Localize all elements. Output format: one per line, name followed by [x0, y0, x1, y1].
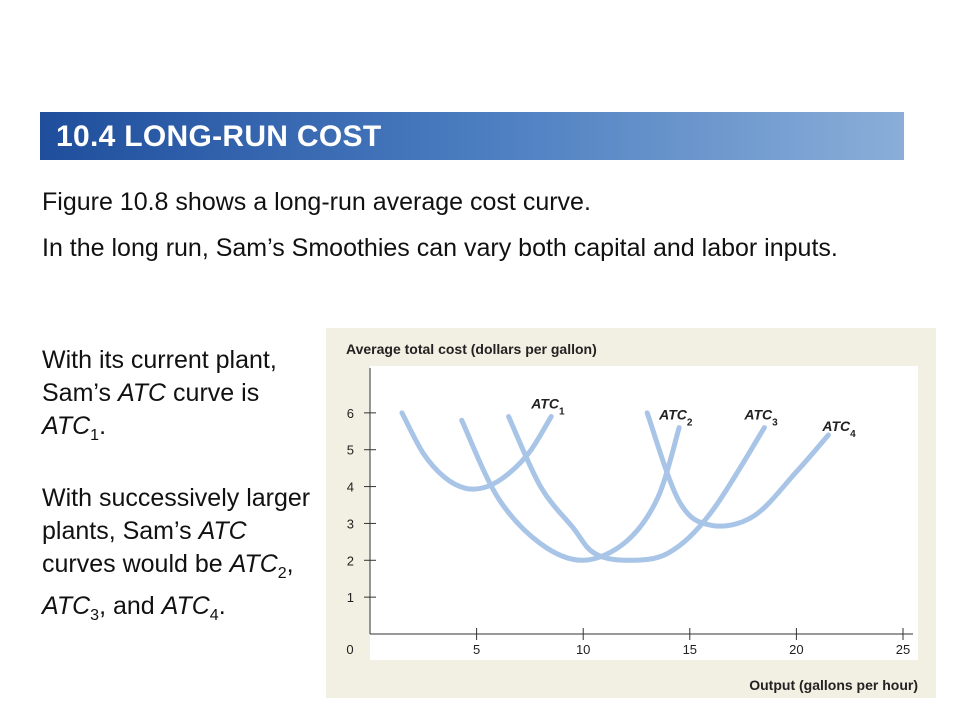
side-text-1-part: . — [99, 412, 107, 440]
atc-label-3: ATC3 — [743, 407, 778, 429]
atc-curve-1 — [399, 410, 554, 492]
x-tick-label: 0 — [346, 642, 353, 657]
side-text-2: With successively larger plants, Sam’s A… — [42, 482, 312, 632]
slide-title: 10.4 LONG-RUN COST — [56, 120, 382, 153]
paragraph-1: Figure 10.8 shows a long-run average cos… — [42, 188, 591, 216]
x-tick-label: 5 — [473, 642, 480, 657]
side-text-2-part: , — [286, 550, 294, 578]
side-text-2-sub: 4 — [209, 607, 219, 624]
side-text-1-part: With its current plant, Sam’s — [42, 346, 277, 407]
side-text-2-italic: ATC — [42, 592, 91, 620]
y-tick-label: 4 — [347, 480, 354, 495]
side-text-1: With its current plant, Sam’s ATC curve … — [42, 344, 312, 452]
atc-chart: Average total cost (dollars per gallon) … — [346, 341, 918, 693]
y-tick-label: 1 — [347, 590, 354, 605]
y-tick-label: 2 — [347, 553, 354, 568]
x-tick-label: 15 — [683, 642, 697, 657]
y-axis-label: Average total cost (dollars per gallon) — [346, 341, 597, 357]
side-text-2-part: With successively larger plants, Sam’s — [42, 484, 311, 545]
side-text-1-part: curve is — [166, 379, 260, 407]
x-tick-label: 10 — [576, 642, 590, 657]
side-text-2-italic: ATC — [229, 550, 278, 578]
axes: 1 2 3 4 5 6 0 5 10 15 20 25 — [346, 368, 913, 657]
title-bar: 10.4 LONG-RUN COST — [40, 112, 904, 160]
y-tick-label: 5 — [347, 443, 354, 458]
side-text-2-part: curves would be — [42, 550, 230, 578]
side-text-2-sub: 3 — [90, 607, 100, 624]
side-text-2-italic: ATC — [198, 517, 247, 545]
atc-curve-3 — [506, 414, 767, 563]
side-text-1-italic: ATC — [42, 412, 91, 440]
curves — [399, 410, 831, 563]
side-text-1-italic: ATC — [117, 379, 167, 407]
x-axis-label: Output (gallons per hour) — [749, 677, 918, 693]
chart-panel: Average total cost (dollars per gallon) … — [326, 328, 936, 698]
y-tick-label: 3 — [347, 516, 354, 531]
atc-curve-4 — [644, 410, 831, 529]
side-text-1-sub: 1 — [90, 427, 100, 444]
atc-curve-2 — [459, 417, 682, 563]
plot-area — [370, 366, 918, 660]
curve-labels: ATC1 ATC2 ATC3 ATC4 — [530, 396, 856, 440]
x-tick-label: 20 — [789, 642, 803, 657]
side-text-2-part: . — [218, 592, 226, 620]
side-text-2-italic: ATC — [161, 592, 210, 620]
x-tick-label: 25 — [896, 642, 910, 657]
side-text-2-sub: 2 — [277, 565, 287, 582]
atc-label-1: ATC1 — [530, 396, 565, 418]
side-text-2-part: , and — [99, 592, 162, 620]
atc-label-2: ATC2 — [658, 407, 693, 429]
y-tick-label: 6 — [347, 406, 354, 421]
paragraph-2: In the long run, Sam’s Smoothies can var… — [42, 234, 838, 262]
atc-label-4: ATC4 — [821, 418, 856, 440]
